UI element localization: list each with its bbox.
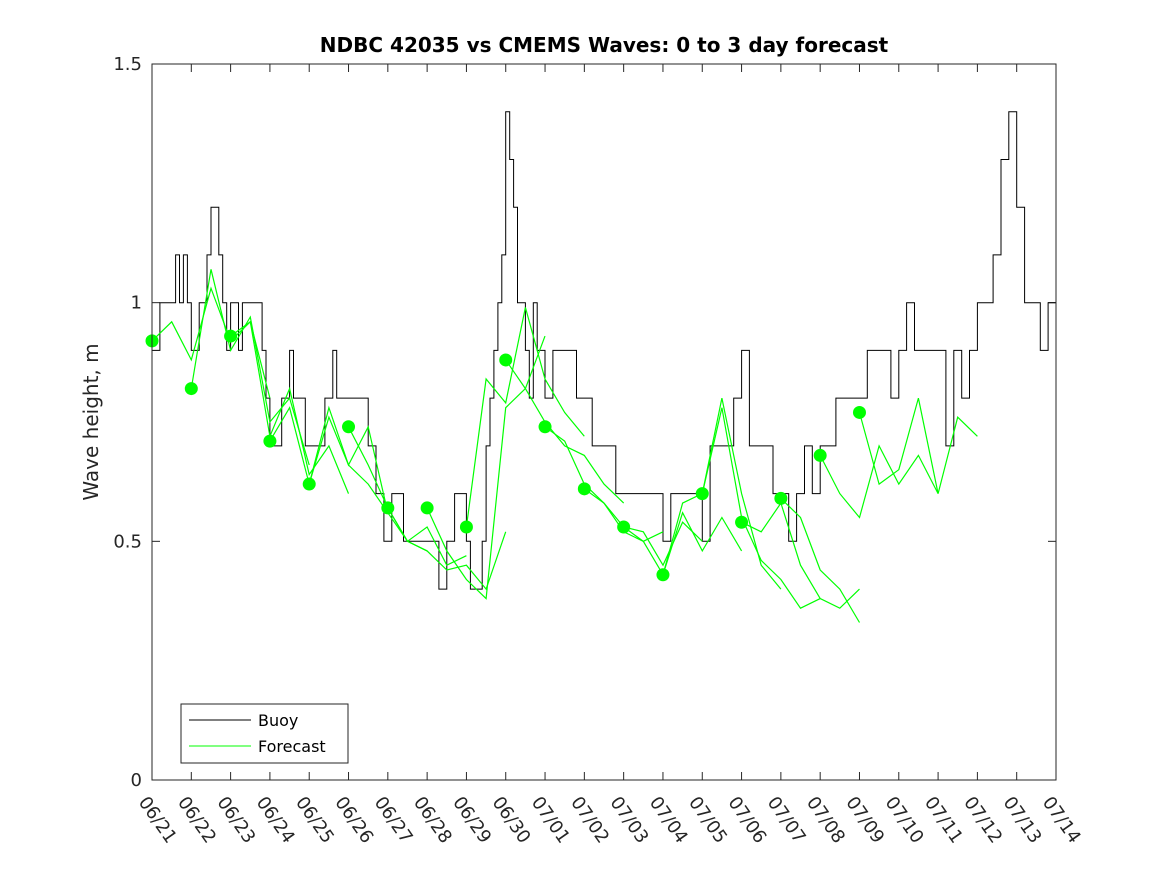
forecast-start-marker [538, 420, 552, 434]
forecast-start-marker [342, 420, 356, 434]
forecast-start-marker [735, 515, 749, 529]
forecast-run-line [230, 320, 350, 494]
forecast-series [151, 269, 978, 623]
forecast-start-marker [263, 434, 277, 448]
buoy-series [152, 111, 1056, 590]
chart-title: NDBC 42035 vs CMEMS Waves: 0 to 3 day fo… [320, 33, 889, 57]
forecast-run-line [623, 511, 743, 577]
forecast-start-marker [617, 520, 631, 534]
forecast-run-line [583, 488, 703, 567]
forecast-start-marker [852, 405, 866, 419]
forecast-run-line [741, 501, 860, 609]
forecast-start-marker [499, 353, 513, 367]
forecast-start-marker [184, 382, 198, 396]
plot-frame [151, 63, 1057, 781]
forecast-run-line [662, 397, 782, 590]
forecast-run-line [465, 307, 585, 528]
forecast-start-marker [224, 329, 238, 343]
forecast-run-line [269, 405, 389, 513]
y-tick-label: 1 [131, 293, 142, 314]
forecast-start-marker [813, 448, 827, 462]
y-axis-label: Wave height, m [79, 343, 103, 500]
forecast-start-marker [774, 491, 788, 505]
legend-box [180, 703, 349, 764]
forecast-run-line [505, 359, 625, 504]
forecast-start-marker [577, 482, 591, 496]
y-tick-label: 1.5 [113, 54, 142, 75]
forecast-start-markers [145, 329, 866, 582]
forecast-start-marker [656, 568, 670, 582]
buoy-line [152, 111, 1056, 590]
legend-forecast-label: Forecast [258, 737, 326, 756]
legend-buoy-label: Buoy [258, 711, 298, 730]
forecast-run-line [858, 397, 978, 494]
y-tick-label: 0 [131, 770, 142, 791]
legend: Buoy Forecast [180, 703, 349, 764]
forecast-run-line [190, 269, 310, 466]
y-tick-label: 0.5 [113, 531, 142, 552]
forecast-start-marker [695, 487, 709, 501]
forecast-start-marker [459, 520, 473, 534]
plot-area [152, 64, 1056, 780]
forecast-run-line [780, 497, 861, 623]
forecast-start-marker [381, 501, 395, 515]
forecast-start-marker [302, 477, 316, 491]
forecast-run-line [819, 444, 939, 519]
forecast-run-line [701, 407, 821, 609]
forecast-run-line [387, 507, 507, 591]
forecast-start-marker [420, 501, 434, 515]
